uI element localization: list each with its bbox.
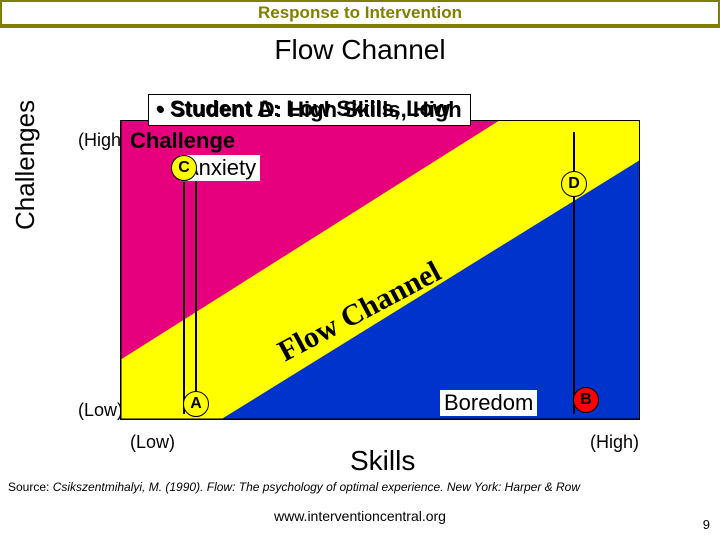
marker-D: D	[561, 171, 587, 197]
bullet-challenge: Challenge	[130, 128, 235, 154]
marker-B: B	[573, 387, 599, 413]
marker-A-label: A	[190, 395, 202, 413]
marker-C: C	[171, 155, 197, 181]
bullet-line-1-overlay: • Student A: Low Skills, Low	[148, 94, 458, 124]
marker-A: A	[183, 391, 209, 417]
marker-B-label: B	[580, 391, 592, 409]
boredom-label: Boredom	[440, 390, 537, 416]
footer-url: www.interventioncentral.org	[0, 508, 720, 524]
source-prefix: Source:	[8, 480, 53, 494]
x-axis-high: (High)	[590, 432, 639, 453]
header-title: Response to Intervention	[258, 3, 462, 23]
source-citation: Source: Csikszentmihalyi, M. (1990). Flo…	[8, 480, 712, 494]
x-axis-label: Skills	[350, 445, 415, 477]
page-number: 9	[703, 517, 710, 532]
main-title: Flow Channel	[0, 34, 720, 66]
y-axis-low: (Low)	[78, 400, 123, 421]
y-axis-label: Challenges	[10, 100, 41, 230]
marker-C-label: C	[178, 159, 190, 177]
x-axis-low: (Low)	[130, 432, 175, 453]
marker-D-label: D	[568, 175, 580, 193]
header-bar: Response to Intervention	[0, 0, 720, 28]
marker-line-C	[183, 182, 185, 414]
source-text: Csikszentmihalyi, M. (1990). Flow: The p…	[53, 480, 580, 494]
marker-line-A	[195, 170, 197, 404]
